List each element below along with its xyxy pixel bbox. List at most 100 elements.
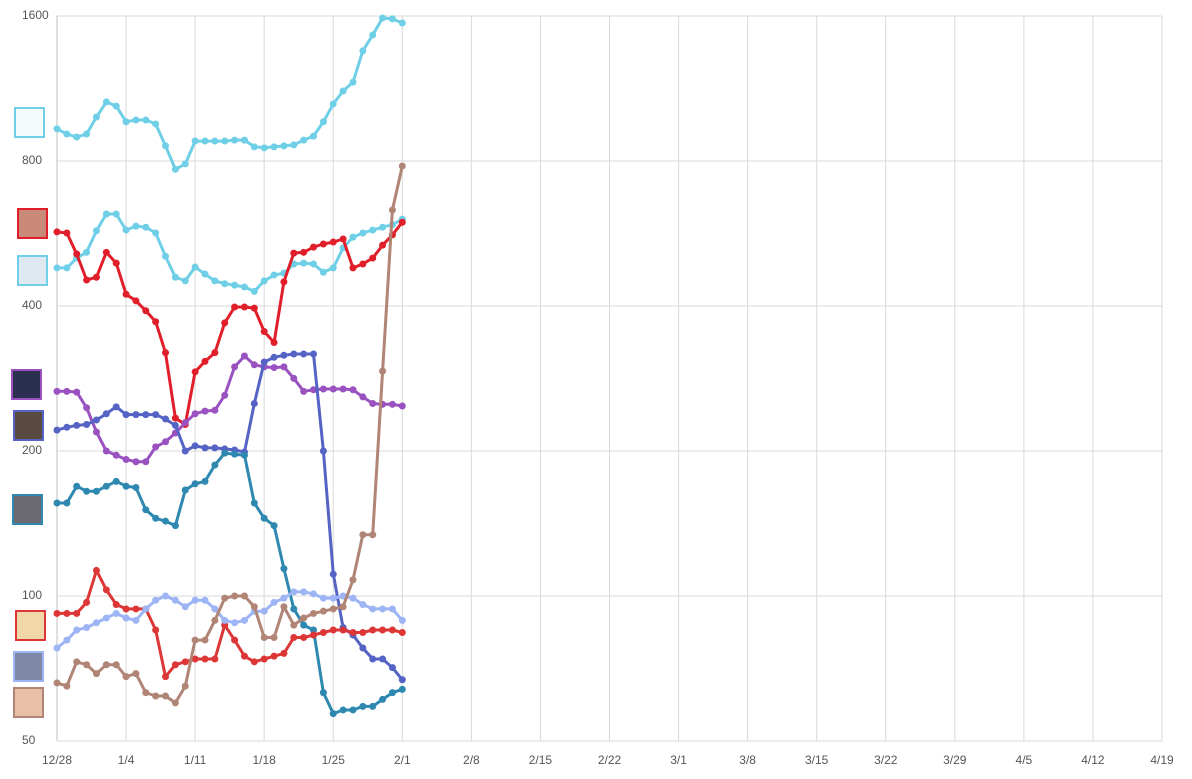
data-point bbox=[280, 142, 288, 150]
data-point bbox=[329, 594, 337, 602]
data-point bbox=[132, 483, 140, 491]
data-point bbox=[349, 386, 357, 394]
data-point bbox=[211, 349, 219, 357]
data-point bbox=[92, 113, 100, 121]
data-point bbox=[280, 649, 288, 657]
data-point bbox=[231, 303, 239, 311]
data-point bbox=[191, 442, 199, 450]
data-point bbox=[112, 609, 120, 617]
data-point bbox=[162, 692, 170, 700]
icon bbox=[13, 410, 44, 441]
data-point bbox=[181, 160, 189, 168]
data-point bbox=[250, 287, 258, 295]
y-tick-label: 400 bbox=[22, 298, 42, 312]
data-point bbox=[92, 619, 100, 627]
data-point bbox=[142, 411, 150, 419]
data-point bbox=[339, 87, 347, 95]
data-point bbox=[142, 116, 150, 124]
data-point bbox=[398, 19, 406, 27]
data-point bbox=[221, 449, 229, 457]
data-point bbox=[359, 644, 367, 652]
data-point bbox=[398, 162, 406, 170]
data-point bbox=[398, 402, 406, 410]
data-point bbox=[369, 31, 377, 39]
data-point bbox=[379, 241, 387, 249]
data-point bbox=[83, 661, 91, 669]
data-point bbox=[83, 404, 91, 412]
y-tick-label: 1600 bbox=[22, 8, 49, 22]
data-point bbox=[181, 682, 189, 690]
data-point bbox=[388, 206, 396, 214]
x-tick-label: 2/8 bbox=[463, 753, 480, 767]
data-point bbox=[53, 644, 61, 652]
data-point bbox=[171, 421, 179, 429]
data-point bbox=[250, 361, 258, 369]
data-point bbox=[122, 614, 130, 622]
data-point bbox=[359, 229, 367, 237]
data-point bbox=[122, 411, 130, 419]
data-point bbox=[260, 144, 268, 152]
data-point bbox=[73, 388, 81, 396]
series-line bbox=[56, 16, 403, 171]
data-point bbox=[122, 456, 130, 464]
data-point bbox=[359, 628, 367, 636]
data-point bbox=[83, 598, 91, 606]
data-point bbox=[122, 605, 130, 613]
data-point bbox=[92, 273, 100, 281]
data-point bbox=[379, 14, 387, 22]
data-point bbox=[379, 695, 387, 703]
data-point bbox=[319, 240, 327, 248]
data-point bbox=[112, 102, 120, 110]
data-point bbox=[319, 118, 327, 126]
x-tick-label: 12/28 bbox=[42, 753, 72, 767]
data-point bbox=[329, 238, 337, 246]
data-point bbox=[83, 248, 91, 256]
data-point bbox=[379, 655, 387, 663]
data-point bbox=[112, 601, 120, 609]
data-point bbox=[221, 594, 229, 602]
data-point bbox=[83, 130, 91, 138]
data-point bbox=[349, 594, 357, 602]
data-point bbox=[260, 328, 268, 336]
data-point bbox=[329, 100, 337, 108]
data-point bbox=[290, 350, 298, 358]
data-point bbox=[53, 264, 61, 272]
data-point bbox=[388, 664, 396, 672]
data-point bbox=[270, 522, 278, 530]
data-point bbox=[102, 482, 110, 490]
icon bbox=[17, 208, 48, 239]
data-point bbox=[339, 235, 347, 243]
data-point bbox=[319, 689, 327, 697]
data-point bbox=[231, 450, 239, 458]
data-point bbox=[181, 419, 189, 427]
data-point bbox=[92, 227, 100, 235]
data-point bbox=[300, 136, 308, 144]
data-point bbox=[142, 689, 150, 697]
data-point bbox=[112, 451, 120, 459]
data-point bbox=[300, 387, 308, 395]
data-point bbox=[231, 592, 239, 600]
data-point bbox=[211, 461, 219, 469]
data-point bbox=[92, 566, 100, 574]
data-point bbox=[231, 619, 239, 627]
data-point bbox=[349, 233, 357, 241]
data-point bbox=[162, 142, 170, 150]
data-point bbox=[388, 400, 396, 408]
icon bbox=[12, 494, 43, 525]
data-point bbox=[310, 132, 318, 140]
icon bbox=[13, 687, 44, 718]
data-point bbox=[102, 248, 110, 256]
data-point bbox=[398, 628, 406, 636]
data-point bbox=[191, 368, 199, 376]
data-point bbox=[250, 603, 258, 611]
data-point bbox=[171, 273, 179, 281]
data-point bbox=[319, 385, 327, 393]
data-point bbox=[359, 601, 367, 609]
y-tick-label: 50 bbox=[22, 733, 36, 747]
data-point bbox=[132, 458, 140, 466]
data-point bbox=[122, 482, 130, 490]
data-point bbox=[290, 621, 298, 629]
data-point bbox=[270, 598, 278, 606]
data-point bbox=[369, 655, 377, 663]
data-point bbox=[290, 634, 298, 642]
